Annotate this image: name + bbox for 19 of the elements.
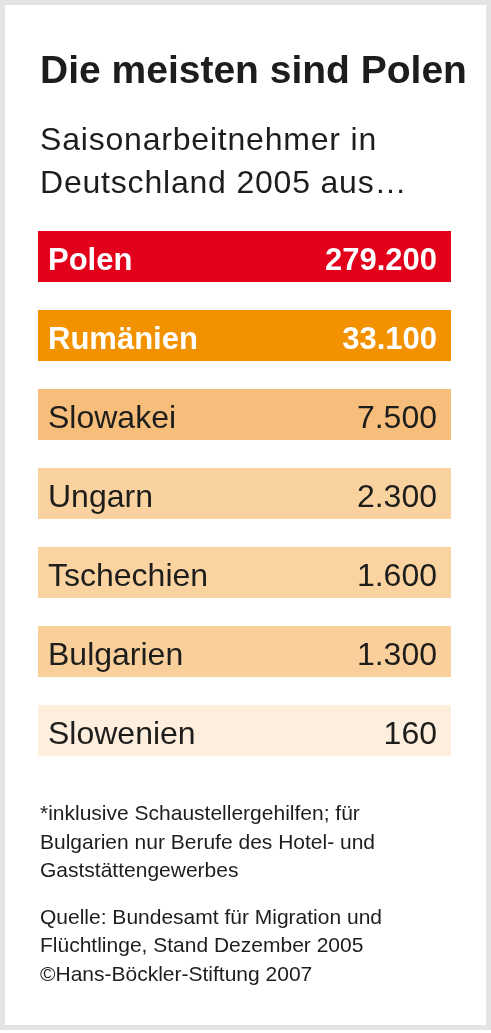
data-label: 160 [383,715,437,752]
text: ©Hans-Böckler-Stiftung 2007 [40,961,313,985]
category-label: Rumänien [48,321,198,357]
text: *inklusive Schaustellergehilfen; für Bulgarien nur Berufe des Hotel- und Gaststättengewerbes [40,801,376,881]
category-label: Ungarn [48,478,153,515]
data-label: 7.500 [356,399,437,436]
text: Die meisten sind Polen [40,48,467,91]
data-label: 279.200 [324,242,437,278]
data-label: 33.100 [342,321,437,357]
text: Saisonarbeitnehmer in Deutschland 2005 aus… [40,121,408,200]
data-label: 1.600 [356,557,437,594]
category-label: Tschechien [48,557,209,594]
category-label: Bulgarien [48,636,184,673]
source-note: Quelle: Bundesamt für Migration und Flüchtlinge, Stand Dezember 2005 [40,904,383,956]
category-label: Polen [48,242,133,278]
data-label: 2.300 [356,478,437,515]
data-label: 1.300 [356,636,437,673]
category-label: Slowakei [48,399,177,436]
category-label: Slowenien [48,715,196,752]
